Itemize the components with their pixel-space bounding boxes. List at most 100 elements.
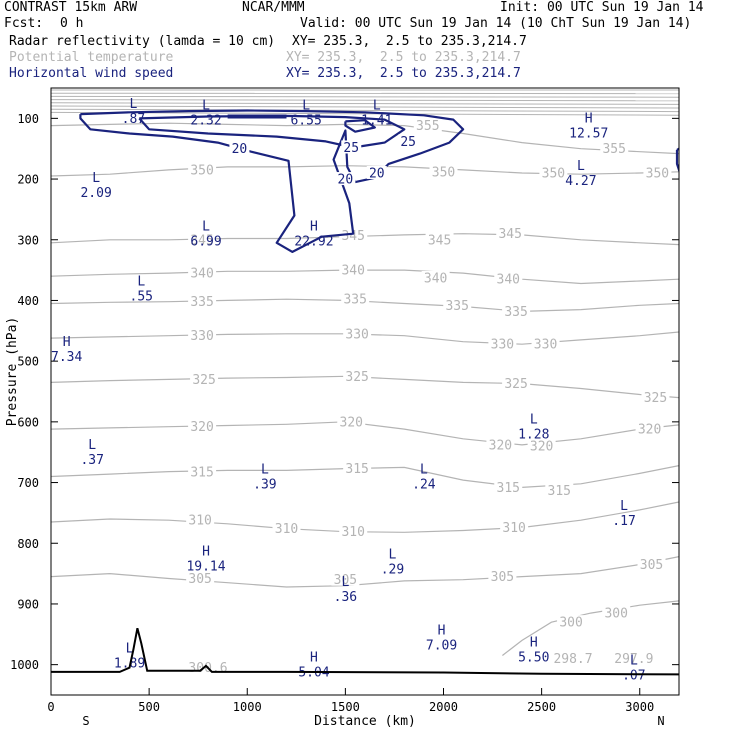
extremum-low-marker: L [202,220,210,235]
theta-label-bg [343,461,372,475]
theta-label-bg [539,165,568,179]
theta-contour-label: 335 [190,295,213,310]
theta-label-bg [339,228,368,242]
wind-contour-25 [344,119,376,133]
theta-label-bg [637,557,666,571]
y-tick-label: 200 [17,173,39,187]
extremum-low-marker: L [630,654,638,669]
extremum-low-marker: L [620,499,628,514]
theta-contour-label: 297.9 [614,652,653,667]
theta-contour-320 [51,421,679,446]
theta-label-bg [272,521,301,535]
theta-contour-label: 315 [497,481,520,496]
extremum-value: 12.57 [569,127,608,142]
theta-contour-label: 335 [343,293,366,308]
theta-dense-contour [51,102,679,105]
extremum-high-marker: H [530,635,538,650]
theta-contour-label: 345 [498,227,521,242]
x-axis-label: Distance (km) [314,714,416,729]
theta-contour-label: 320 [530,440,553,455]
theta-contour-label: 355 [602,142,625,157]
theta-contour-label: 345 [428,233,451,248]
extremum-value: .55 [130,289,153,304]
theta-label-bg [188,266,217,280]
endpoint-label-south: S [82,714,89,728]
extremum-value: 19.14 [186,559,225,574]
theta-contour-label: 335 [445,299,468,314]
fcst-label: Fcst: [4,16,44,31]
theta-contour-label: 305 [640,558,663,573]
extremum-low-marker: L [302,98,310,113]
x-tick-label: 1500 [331,700,360,714]
theta-label-bg [190,372,219,386]
x-tick-label: 0 [47,700,54,714]
theta-label-bg [339,524,368,538]
theta-contour-345 [51,233,679,246]
y-tick-label: 1000 [10,658,39,672]
theta-contour-label: 330 [534,338,557,353]
fcst-value: 0 h [60,16,84,31]
theta-contour-label: 315 [548,484,571,499]
terrain-line [51,627,679,676]
theta-contour-label: 305 [334,573,357,588]
theta-contour-305 [51,556,679,588]
wind-label-bg [398,134,419,148]
theta-label-bg [635,422,664,436]
theta-dense-contour [51,99,679,102]
extremum-value: .37 [80,453,103,468]
model-title: CONTRAST 15km ARW [4,0,138,15]
theta-contour-label: 325 [345,370,368,385]
theta-label-bg [600,141,629,155]
extremum-low-marker: L [341,575,349,590]
theta-label-bg [641,390,670,404]
theta-contour-label: 330 [190,329,213,344]
theta-label-bg [557,615,586,629]
theta-label-bg [413,118,442,132]
extremum-value: 6.55 [290,113,321,128]
plot-frame [50,87,680,696]
theta-label-bg [527,439,556,453]
theta-contour-310 [51,501,679,533]
theta-contour-330 [51,331,679,345]
y-tick-label: 600 [17,415,39,429]
legend-reflectivity-xy: XY= 235.3, 2.5 to 235.3,214.7 [292,34,527,49]
wind-contour-label: 25 [400,135,416,150]
extremum-low-marker: L [202,98,210,113]
y-tick-label: 100 [17,112,39,126]
theta-contour-label: 340 [497,273,520,288]
wind-label-bg [366,165,387,179]
extremum-value: 22.92 [294,235,333,250]
extremum-low-marker: L [389,547,397,562]
legend-wind-label: Horizontal wind speed [9,66,174,81]
extremum-low-marker: L [88,438,96,453]
theta-contour-label: 325 [644,391,667,406]
extremum-value: 6.99 [190,235,221,250]
theta-label-bg [188,465,217,479]
wind-contour-label: 20 [369,166,385,181]
extremum-high-marker: H [310,220,318,235]
theta-contour-label: 350 [190,163,213,178]
theta-label-bg [545,483,574,497]
theta-contour-label: 305 [188,572,211,587]
x-tick-label: 1000 [233,700,262,714]
theta-contour-label: 355 [416,119,439,134]
theta-label-bg [186,513,215,527]
theta-label-bg [494,272,523,286]
extremum-low-marker: L [137,274,145,289]
legend-wind-xy: XY= 235.3, 2.5 to 235.3,214.7 [286,66,521,81]
theta-contour-label: 320 [190,420,213,435]
theta-label-bg [188,328,217,342]
valid-time: Valid: 00 UTC Sun 19 Jan 14 (10 ChT Sun … [300,16,692,31]
theta-contour-label: 340 [424,271,447,286]
extremum-low-marker: L [130,97,138,112]
theta-contour-label: 345 [190,233,213,248]
theta-label-bg [339,263,368,277]
x-tick-label: 2500 [527,700,556,714]
theta-label-bg [619,651,648,665]
extremum-low-marker: L [420,462,428,477]
x-tick-label: 2000 [429,700,458,714]
extremum-value: 1.28 [518,428,549,443]
extremum-value: 5.04 [298,666,329,681]
theta-label-bg [500,520,529,534]
